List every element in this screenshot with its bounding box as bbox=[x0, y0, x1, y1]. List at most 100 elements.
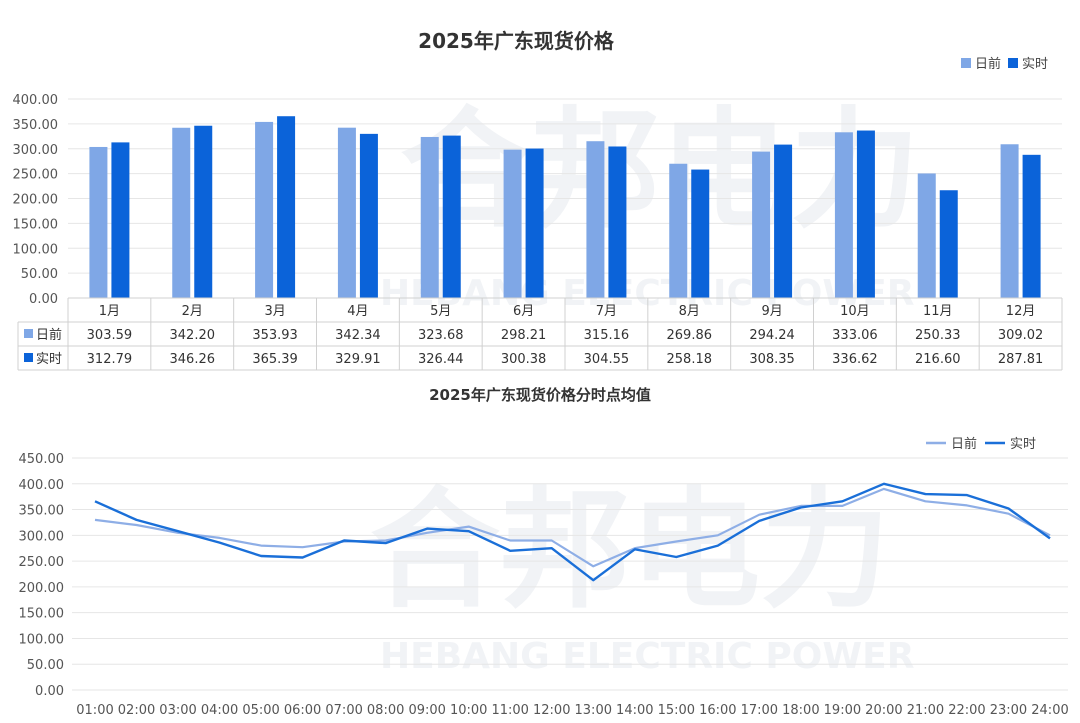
table-cell: 269.86 bbox=[667, 328, 713, 343]
table-cell: 304.55 bbox=[584, 352, 630, 367]
line-x-tick-label: 02:00 bbox=[118, 703, 155, 718]
bar-x-tick-label: 6月 bbox=[513, 304, 534, 319]
line-x-tick-label: 14:00 bbox=[616, 703, 653, 718]
line-y-tick-label: 400.00 bbox=[19, 478, 65, 493]
bar-x-tick-label: 9月 bbox=[761, 304, 782, 319]
line-y-tick-label: 350.00 bbox=[19, 504, 65, 519]
line-y-tick-label: 250.00 bbox=[19, 555, 65, 570]
bar-dayahead bbox=[834, 132, 853, 298]
table-row-swatch bbox=[24, 353, 33, 362]
bar-x-tick-label: 3月 bbox=[264, 304, 285, 319]
line-x-tick-label: 23:00 bbox=[990, 703, 1027, 718]
bar-chart-title: 2025年广东现货价格 bbox=[418, 29, 615, 53]
bar-x-tick-label: 7月 bbox=[596, 304, 617, 319]
line-y-tick-label: 150.00 bbox=[19, 607, 65, 622]
bar-x-tick-label: 5月 bbox=[430, 304, 451, 319]
table-cell: 315.16 bbox=[584, 328, 630, 343]
line-x-tick-label: 20:00 bbox=[865, 703, 902, 718]
table-cell: 346.26 bbox=[170, 352, 216, 367]
line-x-tick-label: 03:00 bbox=[159, 703, 196, 718]
watermark-subtext-2: HEBANG ELECTRIC POWER bbox=[380, 636, 914, 677]
bar-y-tick-label: 0.00 bbox=[29, 292, 58, 307]
line-y-tick-label: 0.00 bbox=[35, 684, 64, 699]
line-x-tick-label: 04:00 bbox=[201, 703, 238, 718]
table-cell: 309.02 bbox=[998, 328, 1044, 343]
legend-label-realtime: 实时 bbox=[1022, 57, 1048, 72]
line-x-tick-label: 18:00 bbox=[782, 703, 819, 718]
line-x-tick-label: 12:00 bbox=[533, 703, 570, 718]
table-cell: 323.68 bbox=[418, 328, 464, 343]
line-x-tick-label: 19:00 bbox=[824, 703, 861, 718]
bar-dayahead bbox=[255, 121, 274, 298]
bar-realtime bbox=[939, 190, 958, 298]
line-x-tick-label: 05:00 bbox=[242, 703, 279, 718]
line-x-tick-label: 08:00 bbox=[367, 703, 404, 718]
table-row-swatch bbox=[24, 329, 33, 338]
bar-realtime bbox=[608, 146, 627, 298]
bar-y-tick-label: 300.00 bbox=[13, 143, 59, 158]
table-cell: 326.44 bbox=[418, 352, 464, 367]
line-x-tick-label: 09:00 bbox=[408, 703, 445, 718]
table-cell: 365.39 bbox=[252, 352, 298, 367]
line-x-tick-label: 22:00 bbox=[948, 703, 985, 718]
bar-dayahead bbox=[503, 149, 522, 298]
line-legend-label-dayahead: 日前 bbox=[951, 436, 977, 452]
line-series-dayahead bbox=[94, 487, 1051, 568]
line-x-tick-label: 24:00 bbox=[1031, 703, 1068, 718]
line-chart-title: 2025年广东现货价格分时点均值 bbox=[429, 386, 651, 404]
table-row-label: 实时 bbox=[36, 352, 62, 367]
legend-swatch-dayahead bbox=[961, 58, 971, 68]
bar-realtime bbox=[525, 148, 544, 298]
table-cell: 250.33 bbox=[915, 328, 961, 343]
table-cell: 298.21 bbox=[501, 328, 547, 343]
line-legend: 日前 实时 bbox=[926, 436, 1036, 452]
line-y-tick-label: 300.00 bbox=[19, 529, 65, 544]
table-cell: 342.20 bbox=[170, 328, 216, 343]
bar-realtime bbox=[111, 142, 130, 298]
table-cell: 336.62 bbox=[832, 352, 878, 367]
bar-y-tick-label: 350.00 bbox=[13, 118, 59, 133]
table-cell: 329.91 bbox=[335, 352, 381, 367]
bar-y-tick-label: 50.00 bbox=[21, 267, 58, 282]
line-x-tick-label: 21:00 bbox=[907, 703, 944, 718]
bar-x-tick-label: 8月 bbox=[679, 304, 700, 319]
bar-realtime bbox=[442, 135, 461, 298]
line-x-tick-label: 01:00 bbox=[76, 703, 113, 718]
line-y-tick-label: 100.00 bbox=[19, 632, 65, 647]
bar-realtime bbox=[856, 130, 875, 298]
bar-dayahead bbox=[917, 173, 936, 298]
bar-x-tick-label: 1月 bbox=[99, 304, 120, 319]
bar-y-tick-label: 100.00 bbox=[13, 242, 59, 257]
legend-swatch-realtime bbox=[1008, 58, 1018, 68]
line-chart: 0.00 50.00 100.00 150.00 200.00 250.00 300.00 3… bbox=[19, 452, 1069, 718]
legend-label-dayahead: 日前 bbox=[975, 56, 1001, 72]
bar-dayahead bbox=[669, 163, 688, 298]
bar-x-tick-label: 10月 bbox=[840, 304, 870, 319]
line-x-tick-label: 15:00 bbox=[658, 703, 695, 718]
bar-y-tick-label: 400.00 bbox=[13, 93, 59, 108]
table-cell: 300.38 bbox=[501, 352, 547, 367]
bar-realtime bbox=[194, 125, 213, 298]
table-cell: 342.34 bbox=[335, 328, 381, 343]
line-y-tick-label: 50.00 bbox=[27, 658, 64, 673]
bar-dayahead bbox=[586, 141, 605, 298]
watermark-top: 合邦电力 HEBANG ELECTRIC POWER bbox=[380, 94, 920, 314]
watermark-subtext: HEBANG ELECTRIC POWER bbox=[380, 273, 914, 314]
line-x-tick-label: 16:00 bbox=[699, 703, 736, 718]
bar-realtime bbox=[359, 133, 378, 298]
bar-dayahead bbox=[337, 127, 356, 298]
line-legend-label-realtime: 实时 bbox=[1010, 437, 1036, 452]
bar-y-tick-label: 150.00 bbox=[13, 217, 59, 232]
bar-x-tick-label: 4月 bbox=[347, 304, 368, 319]
bar-realtime bbox=[277, 116, 296, 298]
bar-realtime bbox=[774, 144, 793, 298]
table-cell: 333.06 bbox=[832, 328, 878, 343]
bar-legend: 日前 实时 bbox=[961, 56, 1048, 72]
bar-y-tick-label: 200.00 bbox=[13, 193, 59, 208]
table-cell: 258.18 bbox=[667, 352, 713, 367]
bar-x-tick-label: 11月 bbox=[923, 304, 953, 319]
table-cell: 287.81 bbox=[998, 352, 1044, 367]
bar-y-tick-label: 250.00 bbox=[13, 168, 59, 183]
bar-x-tick-label: 12月 bbox=[1006, 304, 1036, 319]
